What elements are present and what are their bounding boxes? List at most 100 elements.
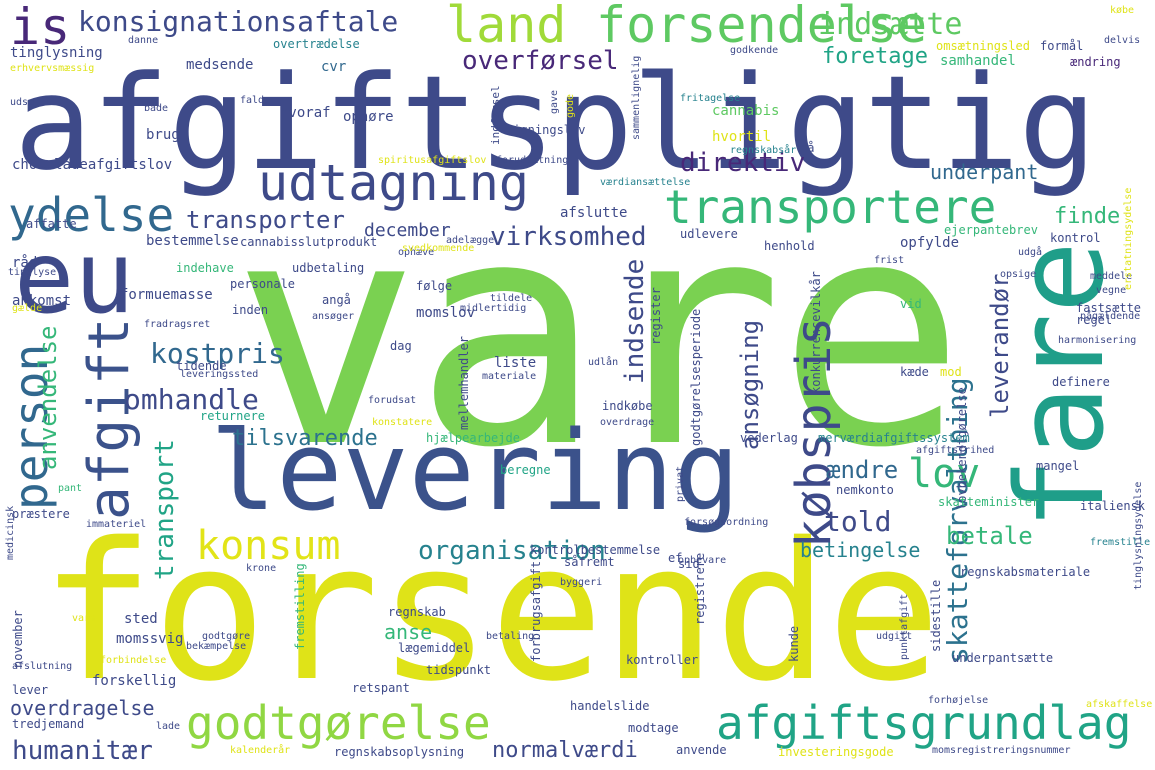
word-ændre: ændre: [826, 456, 899, 484]
word-skatteminister: skatteminister: [938, 495, 1040, 509]
word-forsøgsordning: forsøgsordning: [684, 517, 769, 528]
word-sted: sted: [124, 611, 158, 627]
word-indsende: indsende: [620, 258, 650, 384]
word-indehave: indehave: [176, 261, 234, 275]
word-modtage: modtage: [628, 721, 679, 735]
word-hvoraf: hvoraf: [280, 105, 331, 121]
word-lever: lever: [12, 683, 49, 697]
word-følge: følge: [416, 279, 453, 293]
word-meddele: meddele: [1090, 271, 1133, 282]
word-tilsvarende: tilsvarende: [232, 426, 378, 451]
word-indkøbe: indkøbe: [602, 399, 653, 413]
word-omsætningsled: omsætningsled: [936, 39, 1030, 53]
word-udtagning: udtagning: [258, 154, 529, 212]
word-ligningslov: ligningslov: [506, 123, 586, 137]
word-overførsel: overførsel: [462, 46, 619, 76]
word-organisation: organisation: [418, 536, 606, 566]
word-retspant: retspant: [352, 681, 410, 695]
word-fritagelse: fritagelse: [680, 93, 741, 104]
word-nå: nå: [800, 141, 815, 155]
word-midlertidig: midlertidig: [460, 303, 527, 314]
word-overtrædelse: overtrædelse: [273, 37, 360, 51]
word-leverandør: leverandør: [986, 273, 1014, 419]
word-foretage: foretage: [822, 44, 928, 69]
word-leveringssted: leveringssted: [180, 369, 259, 380]
word-ophæve: ophæve: [398, 247, 435, 258]
word-sammenlignelig: sammenlignelig: [631, 55, 642, 140]
word-regnskabsmateriale: regnskabsmateriale: [960, 565, 1091, 579]
word-opsige: opsige: [1000, 269, 1037, 280]
word-mangel: mangel: [1036, 459, 1080, 473]
word-betaling: betaling: [486, 631, 535, 642]
word-lægemiddel: lægemiddel: [398, 641, 471, 655]
word-virksomhed: virksomhed: [490, 222, 647, 252]
word-nemkonto: nemkonto: [836, 483, 894, 497]
word-betingelse: betingelse: [800, 538, 921, 562]
word-råd: råd: [12, 255, 38, 271]
word-henhold: henhold: [764, 239, 815, 253]
word-pant: pant: [58, 483, 83, 494]
word-hvortil: hvortil: [712, 129, 772, 145]
word-eu: eu: [14, 219, 135, 336]
word-såfremt: såfremt: [564, 555, 615, 569]
word-tinglysning: tinglysning: [10, 45, 103, 61]
word-underpant: underpant: [930, 160, 1039, 184]
word-personale: personale: [230, 277, 296, 291]
word-indsætte: indsætte: [818, 7, 963, 42]
word-fastsætte: fastsætte: [1076, 301, 1142, 315]
word-kalenderår: kalenderår: [230, 745, 291, 756]
word-cvr: cvr: [321, 59, 347, 75]
word-omhandle: omhandle: [124, 383, 259, 416]
word-vid: vid: [900, 297, 922, 311]
word-fremstilling: fremstilling: [293, 563, 307, 650]
word-forbindelse: forbindelse: [100, 655, 167, 666]
word-register: register: [649, 287, 663, 345]
word-forskellig: forskellig: [92, 673, 177, 689]
word-momssvig: momssvig: [116, 631, 184, 647]
word-konsignationsaftale: konsignationsaftale: [78, 5, 399, 38]
word-forsende: forsende: [40, 502, 941, 723]
word-liste: liste: [494, 355, 537, 371]
word-vederlag: vederlag: [740, 431, 798, 445]
word-regnskab: regnskab: [388, 605, 446, 619]
word-momsregistreringsnummer: momsregistreringsnummer: [932, 745, 1071, 756]
word-afgiftsgrundlag: afgiftsgrundlag: [716, 696, 1132, 750]
word-kostpris: kostpris: [150, 337, 285, 370]
word-mod: mod: [940, 365, 962, 379]
word-formuemasse: formuemasse: [120, 287, 213, 303]
word-godkende: godkende: [730, 45, 779, 56]
word-investeringsgode: investeringsgode: [778, 745, 894, 759]
word-cannabis: cannabis: [712, 103, 780, 119]
word-returnere: returnere: [200, 409, 266, 423]
word-udgå: udgå: [1018, 247, 1043, 258]
word-svedkommende: svedkommende: [402, 243, 475, 254]
word-told: told: [824, 505, 892, 538]
word-november: november: [11, 610, 25, 668]
word-erstatningsydelse: erstatningsydelse: [1123, 187, 1134, 290]
word-punktafgift: punktafgift: [899, 593, 910, 660]
word-præstere: præstere: [12, 507, 70, 521]
word-vare: vare: [232, 152, 965, 516]
word-handelslide: handelslide: [570, 699, 650, 713]
word-pågældende: pågældende: [1080, 311, 1141, 322]
word-overdragelse: overdragelse: [10, 696, 155, 720]
word-transport: transport: [150, 439, 180, 580]
word-humanitær: humanitær: [12, 736, 153, 766]
word-definere: definere: [1052, 375, 1110, 389]
word-afgift: afgift: [77, 317, 142, 520]
word-forhøjelse: forhøjelse: [928, 695, 989, 706]
word-dag: dag: [390, 339, 412, 353]
word-adelægge: adelægge: [446, 235, 495, 246]
word-direktiv: direktiv: [680, 148, 806, 178]
word-godtgørelsesperiode: godtgørelsesperiode: [689, 308, 703, 446]
word-cannabisslutprodukt: cannabisslutprodukt: [240, 235, 378, 249]
word-opfylde: opfylde: [900, 235, 960, 251]
word-forudsætning: forudsætning: [496, 155, 569, 166]
word-medicinsk: medicinsk: [5, 505, 16, 560]
word-afslutning: afslutning: [12, 661, 73, 672]
word-overdrage: overdrage: [600, 417, 655, 428]
word-regnskabsoplysning: regnskabsoplysning: [334, 745, 465, 759]
word-tinglyse: tinglyse: [8, 267, 57, 278]
word-tidspunkt: tidspunkt: [426, 663, 492, 677]
